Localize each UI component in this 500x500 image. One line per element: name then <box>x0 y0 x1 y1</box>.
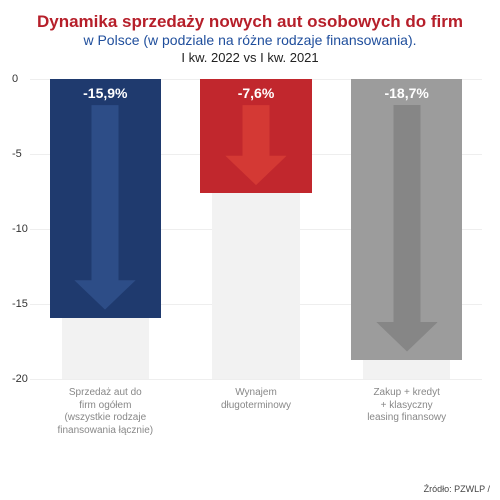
bar-chart: 0-5-10-15-20-15,9%Sprzedaż aut dofirm og… <box>12 79 488 451</box>
category-label: Wynajemdługoterminowy <box>184 387 329 412</box>
data-bar: -7,6% <box>200 79 311 193</box>
source-label: Źródło: PZWLP / <box>424 484 490 494</box>
data-bar: -15,9% <box>50 79 161 318</box>
page-title: Dynamika sprzedaży nowych aut osobowych … <box>12 12 488 32</box>
data-bar: -18,7% <box>351 79 462 360</box>
y-tick-label: 0 <box>12 73 18 85</box>
y-tick-label: -10 <box>12 223 28 235</box>
page-subtitle: w Polsce (w podziale na różne rodzaje fi… <box>12 32 488 48</box>
category-label: Sprzedaż aut dofirm ogółem(wszystkie rod… <box>33 387 178 437</box>
period-label: I kw. 2022 vs I kw. 2021 <box>12 50 488 65</box>
y-tick-label: -15 <box>12 298 28 310</box>
bar-value-label: -15,9% <box>50 85 161 101</box>
y-tick-label: -20 <box>12 373 28 385</box>
gridline <box>30 379 482 380</box>
bar-value-label: -7,6% <box>200 85 311 101</box>
bar-value-label: -18,7% <box>351 85 462 101</box>
arrow-down-icon <box>376 105 437 352</box>
arrow-down-icon <box>75 105 136 310</box>
category-label: Zakup + kredyt+ klasycznyleasing finanso… <box>334 387 479 425</box>
y-tick-label: -5 <box>12 148 22 160</box>
arrow-down-icon <box>225 105 286 185</box>
